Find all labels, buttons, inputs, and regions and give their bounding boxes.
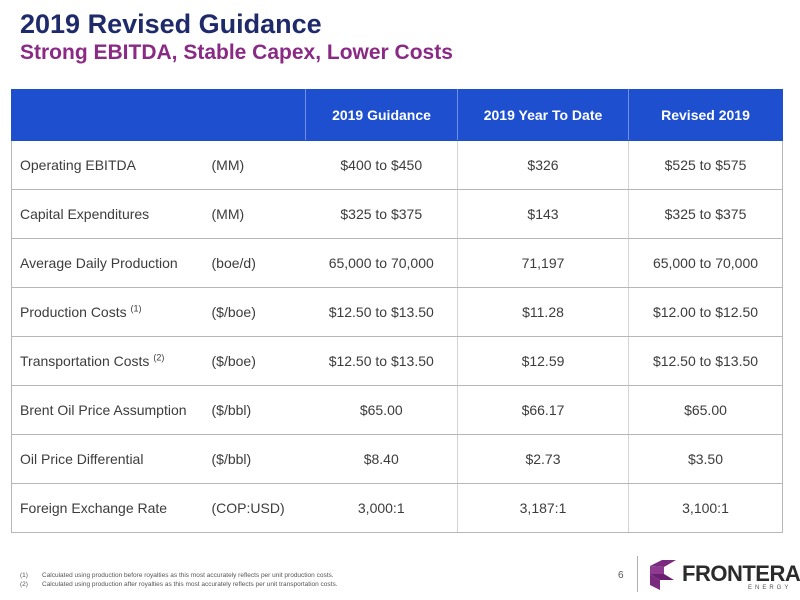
ytd-cell: $326: [457, 140, 629, 190]
guidance-cell: $8.40: [305, 434, 458, 484]
guidance-cell: $400 to $450: [305, 140, 458, 190]
footnotes: (1) Calculated using production before r…: [20, 571, 338, 589]
metric-label: Brent Oil Price Assumption: [20, 401, 187, 418]
table-row: Production Costs (1) ($/boe) $12.50 to $13…: [11, 287, 783, 337]
footnote-number: (1): [20, 572, 28, 579]
ytd-cell: 71,197: [457, 238, 629, 288]
footnote-marker: (1): [130, 302, 142, 313]
ytd-cell: $11.28: [457, 287, 629, 337]
guidance-cell: $325 to $375: [305, 189, 458, 239]
unit-cell: ($/boe): [197, 336, 306, 386]
guidance-table: 2019 Guidance 2019 Year To Date Revised …: [11, 89, 783, 533]
header-cell-blank: [197, 89, 306, 141]
table-body: Operating EBITDA (MM) $400 to $450 $326 $525…: [11, 140, 783, 533]
guidance-cell: 65,000 to 70,000: [305, 238, 458, 288]
page-title: 2019 Revised Guidance: [20, 9, 322, 39]
table-row: Oil Price Differential ($/bbl) $8.40 $2.73 $…: [11, 434, 783, 484]
table-row: Brent Oil Price Assumption ($/bbl) $65.00 $…: [11, 385, 783, 435]
metric-label: Operating EBITDA: [20, 156, 136, 173]
revised-cell: $525 to $575: [628, 140, 783, 190]
unit-cell: (MM): [197, 140, 306, 190]
header-cell-blank: [11, 89, 198, 141]
revised-cell: 3,100:1: [628, 483, 783, 533]
metric-cell: Average Daily Production: [11, 238, 198, 288]
metric-label: Capital Expenditures: [20, 205, 150, 222]
page-subtitle: Strong EBITDA, Stable Capex, Lower Costs: [20, 41, 453, 64]
table-row: Operating EBITDA (MM) $400 to $450 $326 $525…: [11, 140, 783, 190]
ytd-cell: $12.59: [457, 336, 629, 386]
metric-cell: Capital Expenditures: [11, 189, 198, 239]
ytd-cell: $2.73: [457, 434, 629, 484]
logo-divider: [637, 556, 638, 592]
footnote: (2) Calculated using production after ro…: [20, 580, 338, 589]
revised-cell: $3.50: [628, 434, 783, 484]
revised-cell: 65,000 to 70,000: [628, 238, 783, 288]
metric-cell: Brent Oil Price Assumption: [11, 385, 198, 435]
header-2019-year-to-date: 2019 Year To Date: [457, 89, 629, 141]
revised-cell: $12.50 to $13.50: [628, 336, 783, 386]
unit-cell: ($/bbl): [197, 434, 306, 484]
footnote: (1) Calculated using production before r…: [20, 571, 338, 580]
metric-cell: Operating EBITDA: [11, 140, 198, 190]
header-2019-guidance: 2019 Guidance: [305, 89, 458, 141]
header-revised-2019: Revised 2019: [628, 89, 783, 141]
page-number: 6: [618, 570, 624, 581]
footnote-text: Calculated using production after royalt…: [42, 581, 338, 588]
unit-cell: ($/bbl): [197, 385, 306, 435]
footnote-number: (2): [20, 581, 28, 588]
guidance-cell: $12.50 to $13.50: [305, 287, 458, 337]
revised-cell: $65.00: [628, 385, 783, 435]
metric-label: Average Daily Production: [20, 254, 178, 271]
table-row: Transportation Costs (2) ($/boe) $12.50 to…: [11, 336, 783, 386]
footnote-marker: (2): [153, 351, 165, 362]
guidance-cell: 3,000:1: [305, 483, 458, 533]
metric-label: Transportation Costs: [20, 352, 150, 369]
unit-cell: (COP:USD): [197, 483, 306, 533]
ytd-cell: $143: [457, 189, 629, 239]
guidance-cell: $65.00: [305, 385, 458, 435]
logo-wordmark: FRONTERA: [682, 561, 800, 586]
metric-cell: Transportation Costs (2): [11, 336, 198, 386]
metric-cell: Oil Price Differential: [11, 434, 198, 484]
frontera-logo-mark: [650, 560, 676, 590]
logo-subtext: ENERGY: [748, 585, 792, 591]
table-row: Average Daily Production (boe/d) 65,000 to…: [11, 238, 783, 288]
metric-cell: Production Costs (1): [11, 287, 198, 337]
revised-cell: $12.00 to $12.50: [628, 287, 783, 337]
frontera-logo: FRONTERA ENERGY: [648, 558, 800, 594]
metric-label: Foreign Exchange Rate: [20, 499, 168, 516]
unit-cell: (MM): [197, 189, 306, 239]
revised-cell: $325 to $375: [628, 189, 783, 239]
metric-label: Production Costs: [20, 303, 127, 320]
ytd-cell: $66.17: [457, 385, 629, 435]
table-header-row: 2019 Guidance 2019 Year To Date Revised …: [11, 89, 783, 141]
guidance-cell: $12.50 to $13.50: [305, 336, 458, 386]
table-row: Capital Expenditures (MM) $325 to $375 $143…: [11, 189, 783, 239]
metric-cell: Foreign Exchange Rate: [11, 483, 198, 533]
metric-label: Oil Price Differential: [20, 450, 144, 467]
unit-cell: (boe/d): [197, 238, 306, 288]
table-row: Foreign Exchange Rate (COP:USD) 3,000:1 3,1…: [11, 483, 783, 533]
footnote-text: Calculated using production before royal…: [42, 572, 334, 579]
unit-cell: ($/boe): [197, 287, 306, 337]
ytd-cell: 3,187:1: [457, 483, 629, 533]
